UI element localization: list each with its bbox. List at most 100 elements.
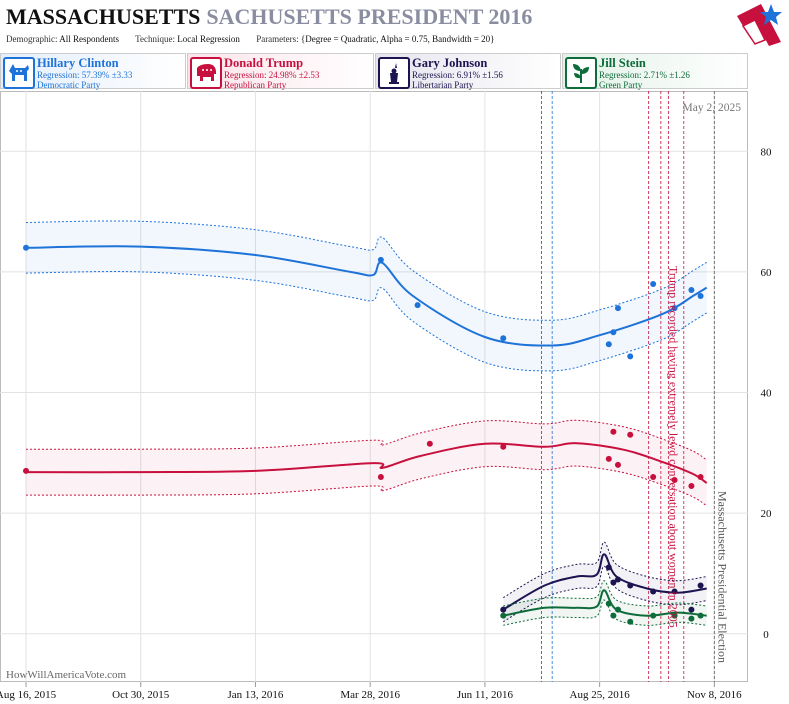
candidate-party: Democratic Party <box>37 80 101 90</box>
x-tick-label: Aug 25, 2016 <box>570 689 631 701</box>
poll-point <box>697 473 704 480</box>
poll-point <box>610 428 617 435</box>
poll-point <box>614 606 621 613</box>
upper-bound-line <box>503 580 707 607</box>
poll-point <box>500 335 507 342</box>
poll-point <box>650 588 657 595</box>
poll-point <box>671 612 678 619</box>
parameters-line: Demographic: All Respondents Technique: … <box>6 34 509 44</box>
parameters-label: Parameters: <box>256 34 299 44</box>
poll-point <box>605 455 612 462</box>
x-tick-label: Aug 16, 2015 <box>0 689 57 701</box>
watermark-text: HowWillAmericaVote.com <box>6 669 126 681</box>
poll-point <box>697 612 704 619</box>
poll-point <box>605 341 612 348</box>
candidate-regression: Regression: 57.39% ±3.33 <box>37 70 133 80</box>
poll-point <box>605 600 612 607</box>
elephant-icon <box>190 57 222 89</box>
poll-point <box>610 612 617 619</box>
poll-point <box>605 564 612 571</box>
poll-point <box>671 305 678 312</box>
poll-point <box>610 579 617 586</box>
poll-point <box>500 612 507 619</box>
candidate-card-johnson[interactable]: Gary Johnson Regression: 6.91% ±1.56 Lib… <box>375 53 561 90</box>
x-tick-label: Mar 28, 2016 <box>340 689 400 701</box>
lower-bound-line <box>503 565 707 623</box>
regression-line <box>503 589 707 617</box>
poll-point <box>671 588 678 595</box>
poll-chart: Trump recorded having extremely lewd con… <box>0 91 772 701</box>
poll-point <box>500 606 507 613</box>
poll-point <box>688 483 695 490</box>
candidate-party: Republican Party <box>224 80 287 90</box>
poll-point <box>426 440 433 447</box>
liberty-icon <box>378 57 410 89</box>
confidence-band <box>503 542 707 622</box>
y-tick-label: 0 <box>763 629 769 641</box>
poll-point <box>627 582 634 589</box>
poll-point <box>697 582 704 589</box>
y-tick-label: 20 <box>761 508 773 520</box>
regression-line <box>25 442 708 484</box>
candidate-regression: Regression: 2.71% ±1.26 <box>599 70 690 80</box>
poll-point <box>650 612 657 619</box>
poll-point <box>688 606 695 613</box>
poll-point <box>627 353 634 360</box>
lower-bound-line <box>503 599 707 626</box>
candidate-card-trump[interactable]: Donald Trump Regression: 24.98% ±2.53 Re… <box>187 53 374 90</box>
current-date-label: May 2, 2025 <box>683 102 742 114</box>
poll-point <box>650 473 657 480</box>
regression-line <box>502 553 707 611</box>
poll-point <box>614 576 621 583</box>
axes-layer: 0 20 40 60 80 Aug 16, 2015 Oct 30, 2015 Jan 13,… <box>0 146 772 701</box>
y-tick-label: 40 <box>761 388 773 400</box>
demographic-label: Demographic: <box>6 34 58 44</box>
poll-point <box>688 287 695 294</box>
candidate-name: Jill Stein <box>599 56 646 70</box>
poll-point <box>627 431 634 438</box>
x-tick-label: Nov 8, 2016 <box>687 689 742 701</box>
annotation-label: Trump recorded having extremely lewd con… <box>666 266 680 628</box>
upper-bound-line <box>25 220 707 321</box>
confidence-band <box>26 220 707 371</box>
lower-bound-line <box>25 271 707 372</box>
poll-point <box>688 615 695 622</box>
technique-value: Local Regression <box>177 34 240 44</box>
candidate-card-clinton[interactable]: Hillary Clinton Regression: 57.39% ±3.33… <box>0 53 186 90</box>
leaf-icon <box>565 57 597 89</box>
x-tick-label: Oct 30, 2015 <box>112 689 170 701</box>
x-tick-label: Jan 13, 2016 <box>227 689 283 701</box>
poll-point <box>377 256 384 263</box>
poll-point <box>500 443 507 450</box>
candidate-regression: Regression: 24.98% ±2.53 <box>224 70 320 80</box>
candidate-party: Libertarian Party <box>412 80 474 90</box>
donkey-icon <box>3 57 35 89</box>
plot-frame <box>0 91 748 682</box>
candidate-party: Green Party <box>599 80 643 90</box>
candidate-name: Hillary Clinton <box>37 56 119 70</box>
poll-point <box>697 293 704 300</box>
poll-point <box>614 461 621 468</box>
race-subtitle: SACHUSETTS PRESIDENT 2016 <box>206 4 533 29</box>
poll-point <box>650 280 657 287</box>
poll-point <box>610 329 617 336</box>
poll-point <box>23 244 30 251</box>
upper-bound-line <box>503 541 707 599</box>
regression-line <box>25 245 708 347</box>
state-name: MASSACHUSETTS <box>6 4 201 29</box>
poll-point <box>377 473 384 480</box>
poll-point <box>614 305 621 312</box>
candidate-card-stein[interactable]: Jill Stein Regression: 2.71% ±1.26 Green… <box>562 53 748 90</box>
y-tick-label: 60 <box>761 267 773 279</box>
candidate-name: Donald Trump <box>224 56 304 70</box>
poll-point <box>671 476 678 483</box>
series-layer: Trump recorded having extremely lewd con… <box>23 220 729 663</box>
y-tick-label: 80 <box>761 146 773 158</box>
annotation-label: Massachusetts Presidential Election <box>715 491 729 663</box>
poll-point <box>414 302 421 309</box>
parameters-value: {Degree = Quadratic, Alpha = 0.75, Bandw… <box>300 34 495 44</box>
technique-label: Technique: <box>135 34 175 44</box>
x-tick-label: Jun 11, 2016 <box>457 689 514 701</box>
site-logo-icon <box>737 4 782 46</box>
candidate-name: Gary Johnson <box>412 56 488 70</box>
